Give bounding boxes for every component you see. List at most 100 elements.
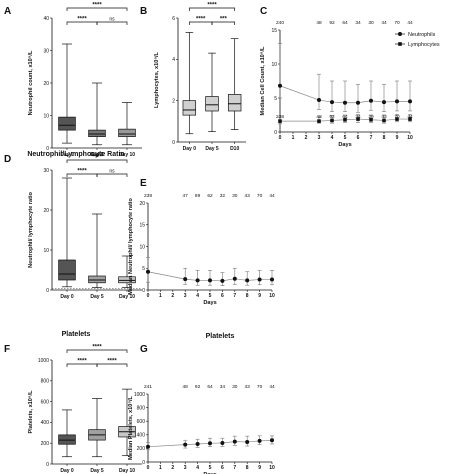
data-point (195, 441, 200, 446)
significance-bracket (96, 21, 128, 25)
data-point (183, 277, 188, 282)
significance-bracket (211, 21, 236, 25)
n-label: 29 (368, 114, 374, 120)
y-axis-label: Median Cell Count, x10⁹/L (260, 46, 266, 115)
legend-marker (398, 42, 402, 46)
x-tick-label: 2 (171, 465, 174, 471)
x-tick-label: 7 (233, 465, 236, 471)
data-point (245, 278, 250, 283)
x-tick-label: 10 (269, 293, 275, 299)
data-point (195, 278, 200, 283)
data-point (232, 276, 237, 281)
y-tick-label: 15 (271, 28, 277, 34)
x-tick-label: Day 0 (60, 468, 74, 474)
panel-letter: E (140, 178, 147, 189)
x-tick-label: 9 (258, 465, 261, 471)
x-tick-label: 6 (357, 135, 360, 141)
n-label: 89 (195, 193, 201, 199)
y-tick-label: 600 (41, 399, 50, 405)
legend-label: Lymphocytes (408, 42, 440, 48)
y-tick-label: 10 (43, 113, 49, 119)
data-point-square (317, 119, 321, 123)
panel-title: Neutrophil/Lymphocyte Ratio (27, 151, 124, 158)
x-tick-label: 5 (209, 293, 212, 299)
y-tick-label: 1000 (134, 392, 145, 398)
data-point (220, 440, 225, 445)
significance-label: *** (220, 17, 228, 23)
y-tick-label: 2 (172, 98, 175, 104)
data-point-square (408, 117, 412, 121)
x-tick-label: 7 (370, 135, 373, 141)
n-label: 241 (144, 384, 152, 390)
significance-bracket (188, 7, 236, 11)
x-tick-label: Day 10 (119, 152, 135, 158)
significance-label: **** (77, 359, 87, 365)
box (58, 434, 76, 445)
x-tick-label: 10 (269, 465, 275, 471)
y-axis-label: Lymphocytes, x10⁹/L (154, 51, 160, 108)
data-point (245, 439, 250, 444)
legend-marker (398, 32, 402, 36)
y-axis-label: Median Neutrophil/ lymphocyte ratio (128, 198, 134, 295)
data-point (208, 278, 212, 283)
box (88, 275, 106, 284)
n-label: 92 (195, 384, 201, 390)
y-axis-label: Neutrophil/ lymphocyte ratio (28, 192, 34, 268)
panel-letter: A (4, 6, 11, 17)
box (118, 276, 136, 284)
x-axis-label: Days (338, 142, 351, 148)
n-label: 44 (407, 20, 413, 26)
data-point (343, 100, 347, 105)
y-axis-label: Platelets, x10⁹/L (28, 390, 34, 434)
data-point (220, 278, 225, 283)
y-tick-label: 10 (139, 244, 145, 250)
n-label: 30 (232, 193, 238, 199)
x-tick-label: 8 (246, 465, 249, 471)
n-label: 92 (329, 114, 335, 120)
data-point (369, 98, 373, 103)
x-tick-label: 5 (209, 465, 212, 471)
n-label: 92 (329, 20, 335, 26)
box (118, 128, 136, 137)
significance-label: **** (92, 155, 102, 161)
x-tick-label: 2 (305, 135, 308, 141)
y-tick-label: 20 (43, 81, 49, 87)
data-point (146, 444, 150, 449)
y-tick-label: 5 (142, 266, 145, 272)
y-tick-label: 400 (137, 433, 146, 439)
x-tick-label: Day 0 (60, 152, 74, 158)
x-tick-label: 3 (184, 293, 187, 299)
x-tick-label: 0 (147, 293, 150, 299)
box (205, 96, 219, 112)
x-tick-label: 6 (221, 293, 224, 299)
data-point-square (330, 118, 334, 123)
x-tick-label: 2 (171, 293, 174, 299)
y-tick-label: 0 (46, 462, 49, 468)
y-tick-label: 0 (274, 130, 277, 136)
n-label: 34 (355, 20, 361, 26)
significance-label: **** (196, 17, 206, 23)
y-tick-label: 0 (172, 140, 175, 146)
data-point-square (382, 118, 386, 123)
data-point-square (369, 117, 373, 122)
y-tick-label: 200 (137, 446, 146, 452)
x-tick-label: 1 (292, 135, 295, 141)
n-label: 70 (394, 20, 400, 26)
x-axis-label: Days (203, 472, 216, 474)
n-label: 34 (355, 114, 361, 120)
y-tick-label: 1000 (38, 358, 49, 364)
x-tick-label: D10 (230, 146, 239, 152)
x-tick-label: 8 (383, 135, 386, 141)
data-point (278, 83, 282, 88)
n-label: 64 (342, 20, 348, 26)
data-point (270, 277, 274, 282)
data-point (257, 277, 262, 282)
y-tick-label: 0 (142, 460, 145, 466)
y-tick-label: 30 (43, 168, 49, 174)
n-label: 64 (342, 114, 348, 120)
data-point (408, 99, 412, 104)
significance-label: **** (92, 3, 102, 9)
x-tick-label: 4 (196, 293, 199, 299)
x-tick-label: 6 (221, 465, 224, 471)
